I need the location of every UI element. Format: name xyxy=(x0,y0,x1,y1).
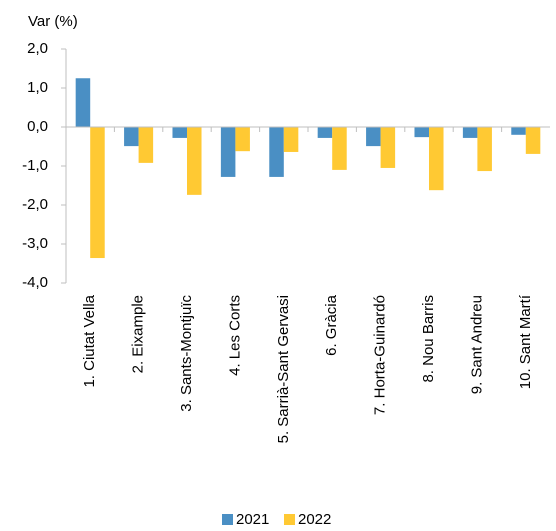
bar xyxy=(269,127,284,177)
x-tick-label: 6. Gràcia xyxy=(323,294,340,356)
bar xyxy=(332,127,347,170)
bar xyxy=(317,127,333,138)
y-tick-label: -4,0 xyxy=(22,274,48,291)
y-tick-label: 2,0 xyxy=(27,40,48,57)
y-tick-label: -1,0 xyxy=(22,157,48,174)
legend-label: 2022 xyxy=(298,511,331,528)
y-tick-label: -2,0 xyxy=(22,196,48,213)
bar xyxy=(477,127,492,172)
bar xyxy=(75,78,91,127)
x-tick-label: 9. Sant Andreu xyxy=(468,295,485,394)
bar xyxy=(462,127,478,138)
bar xyxy=(525,127,541,154)
x-tick-label: 8. Nou Barris xyxy=(420,295,437,383)
x-tick-label: 7. Horta-Guinardó xyxy=(372,295,389,415)
bar xyxy=(220,127,236,177)
x-tick-label: 4. Les Corts xyxy=(226,295,243,376)
x-tick-label: 2. Eixample xyxy=(130,295,147,373)
bar xyxy=(90,127,105,259)
y-tick-label: 1,0 xyxy=(27,79,48,96)
bar xyxy=(429,127,444,191)
y-axis-label: Var (%) xyxy=(28,13,78,30)
bar xyxy=(511,127,526,135)
bar xyxy=(124,127,139,147)
bar xyxy=(138,127,154,163)
x-tick-label: 5. Sarrià-Sant Gervasi xyxy=(275,295,292,443)
legend-swatch xyxy=(284,514,295,525)
bar xyxy=(172,127,187,138)
x-tick-label: 3. Sants-Montjuïc xyxy=(178,295,195,412)
bar xyxy=(366,127,381,147)
bar xyxy=(380,127,396,168)
bar xyxy=(235,127,250,152)
legend-swatch xyxy=(222,514,233,525)
bar xyxy=(283,127,299,152)
y-tick-label: -3,0 xyxy=(22,235,48,252)
x-tick-label: 1. Ciutat Vella xyxy=(81,294,98,387)
x-tick-label: 10. Sant Martí xyxy=(517,294,534,389)
legend-label: 2021 xyxy=(236,511,269,528)
y-tick-label: 0,0 xyxy=(27,118,48,135)
bar xyxy=(414,127,429,138)
bar xyxy=(187,127,202,195)
